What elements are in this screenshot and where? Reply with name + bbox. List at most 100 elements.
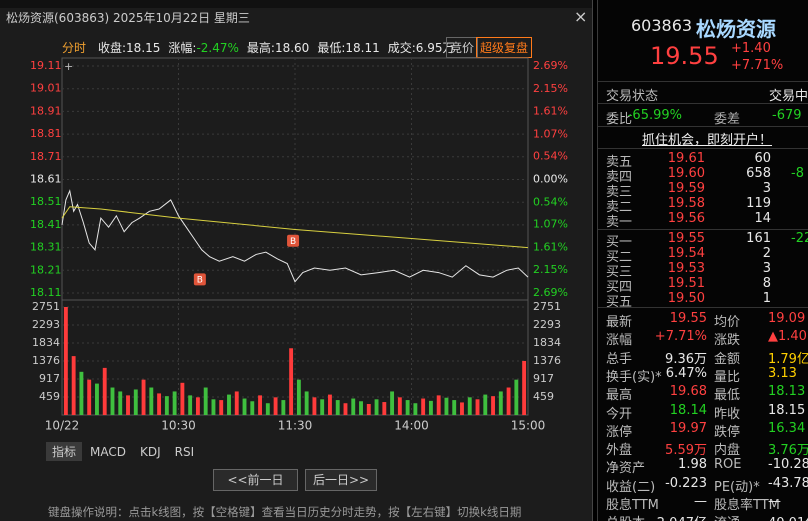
- y-tick-label: 18.51: [30, 195, 62, 208]
- close-button[interactable]: ×: [574, 7, 588, 26]
- book-volume: 161: [746, 231, 771, 246]
- y2-tick-label: 0.54%: [533, 195, 568, 208]
- top-strip: [0, 0, 592, 8]
- volume-bar: [258, 395, 262, 415]
- indicator-tab[interactable]: 指标: [46, 442, 83, 461]
- volume-tick-label-right: 2751: [533, 300, 561, 313]
- prev-day-button[interactable]: <<前一日: [213, 469, 298, 491]
- volume-bar: [195, 397, 200, 415]
- volume-bar: [374, 399, 379, 415]
- book-label: 买三: [606, 265, 633, 280]
- y2-tick-label: 0.54%: [533, 150, 568, 163]
- diff-label: 委差: [714, 112, 741, 127]
- volume-tick-label-right: 1376: [533, 354, 561, 367]
- stat-value: 2.047亿: [657, 512, 707, 521]
- info-label: 收盘:: [98, 41, 127, 55]
- volume-bar: [157, 393, 162, 415]
- volume-tick-label: 2293: [32, 318, 60, 331]
- stat-value: 18.13: [768, 384, 806, 400]
- volume-bar: [118, 391, 123, 415]
- volume-bar: [172, 391, 177, 415]
- status-value: 交易中: [769, 89, 808, 104]
- stat-label: 跌停: [714, 424, 741, 440]
- volume-bar: [164, 396, 169, 415]
- info-label: 涨幅:: [168, 41, 197, 55]
- volume-bar: [359, 401, 363, 415]
- stat-value: 6.47%: [665, 365, 707, 381]
- volume-bar: [498, 391, 503, 415]
- x-tick-label: 11:30: [278, 419, 313, 433]
- info-value: 18.15: [126, 41, 161, 55]
- info-items: 收盘:18.15 涨幅:-2.47% 最高:18.60 最低:18.11 成交:6.95…: [98, 39, 463, 56]
- book-price: 19.54: [667, 246, 705, 261]
- quote-panel: 603863 松炀资源 19.55 +1.40 +7.71% 交易状态 交易中 …: [597, 0, 808, 521]
- y-tick-label: 18.11: [30, 286, 62, 299]
- book-volume: 658: [746, 166, 771, 181]
- volume-bar: [397, 397, 402, 415]
- indicator-tab[interactable]: RSI: [174, 445, 195, 459]
- open-account-banner[interactable]: 抓住机会，即刻开户！: [642, 133, 773, 148]
- y-tick-label: 18.71: [30, 150, 62, 163]
- volume-bar: [242, 398, 247, 415]
- stat-value: 16.34: [768, 420, 806, 436]
- stock-name: 松炀资源: [696, 17, 776, 41]
- stat-value: 19.55: [669, 311, 707, 326]
- buy-marker: [287, 234, 300, 247]
- indicator-tab[interactable]: MACD: [90, 445, 126, 459]
- chart: 19.11 19.01 18.91 18.81 18.71 18.61 18.51 18.41…: [30, 57, 568, 433]
- stat-label: 总手: [606, 351, 633, 367]
- next-day-button[interactable]: 后一日>>: [305, 469, 377, 491]
- volume-bar: [343, 403, 348, 415]
- stat-label: 最高: [606, 388, 633, 404]
- y2-tick-label: 1.07%: [533, 127, 568, 140]
- crosshair-plus: +: [64, 60, 73, 73]
- stat-value: 19.68: [669, 384, 707, 400]
- book-label: 买二: [606, 250, 633, 265]
- volume-bar: [522, 360, 527, 415]
- y2-tick-label: 1.61%: [533, 105, 568, 118]
- info-label: 最高:: [246, 41, 275, 55]
- stat-label: 内盘: [714, 443, 741, 459]
- stat-value: 40.01亿: [768, 512, 808, 521]
- y2-tick-label: 2.69%: [533, 59, 568, 72]
- volume-bar: [63, 307, 68, 415]
- volume-bar: [460, 402, 464, 415]
- volume-bar: [133, 389, 138, 415]
- price-change-pct: +7.71%: [731, 58, 784, 73]
- diff-value: -679: [772, 108, 802, 123]
- stat-value: -43.78: [768, 475, 808, 491]
- y-tick-label: 18.31: [30, 241, 62, 254]
- book-volume: 8: [762, 276, 771, 291]
- volume-bar: [304, 391, 309, 415]
- book-price: 19.50: [667, 291, 705, 306]
- volume-bar: [141, 379, 146, 415]
- book-label: 买四: [606, 280, 633, 295]
- volume-bar: [149, 387, 154, 415]
- info-value: 6.95万: [415, 41, 455, 55]
- volume-bar: [312, 397, 317, 415]
- volume-bar: [219, 400, 224, 415]
- book-volume: 60: [754, 151, 771, 166]
- volume-bar: [227, 394, 231, 415]
- volume-bar: [320, 399, 325, 415]
- stat-value: —: [694, 494, 707, 509]
- y-tick-label: 18.61: [30, 173, 62, 186]
- book-volume: 3: [762, 261, 771, 276]
- footer-hint: 键盘操作说明：点击k线图，按【空格键】查看当日历史分时走势，按【左右键】切换k线…: [48, 505, 522, 519]
- stat-label: 最新: [606, 315, 633, 330]
- stat-value: —: [768, 494, 781, 509]
- indicator-tab[interactable]: KDJ: [140, 445, 161, 459]
- volume-bar: [405, 400, 410, 415]
- stat-label: 涨幅: [606, 333, 633, 349]
- buy-marker-label: B: [290, 237, 296, 247]
- divider: [598, 229, 808, 230]
- book-volume: 14: [754, 211, 771, 226]
- price-line: [61, 189, 529, 283]
- divider: [598, 81, 808, 82]
- volume-bar: [211, 399, 216, 415]
- volume-bar: [126, 395, 130, 415]
- y2-tick-label: 2.15%: [533, 263, 568, 276]
- divider: [598, 307, 808, 308]
- book-price: 19.58: [667, 196, 705, 211]
- volume-bar: [102, 367, 107, 415]
